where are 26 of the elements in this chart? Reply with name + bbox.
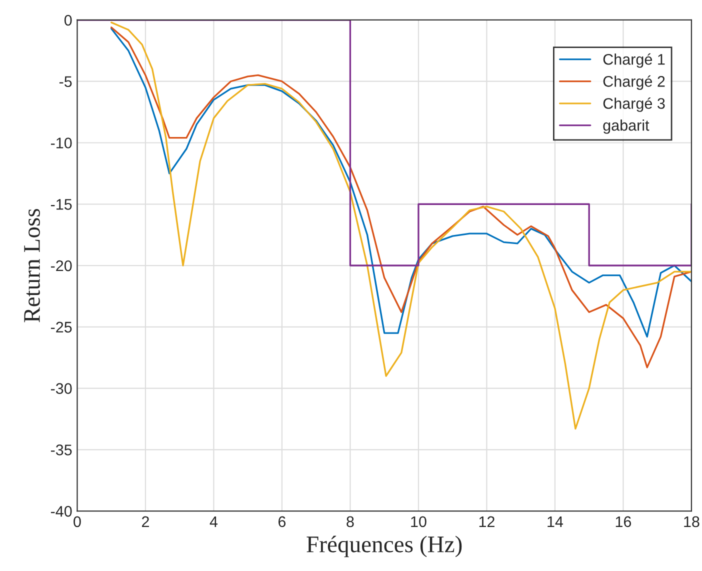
x-tick-label: 12	[479, 516, 494, 527]
x-tick-label: 14	[548, 516, 564, 527]
y-tick-label: -20	[50, 260, 72, 272]
y-tick-label: -5	[59, 76, 72, 88]
legend-label: gabarit	[603, 120, 650, 134]
x-tick-label: 8	[346, 516, 354, 528]
y-tick-label: -10	[50, 138, 72, 148]
x-tick-label: 18	[684, 516, 700, 528]
y-tick-label: -30	[50, 383, 72, 394]
x-tick-label: 10	[411, 516, 426, 528]
x-tick-label: 4	[210, 516, 218, 527]
x-tick-label: 16	[616, 516, 632, 528]
y-tick-label: 0	[64, 14, 72, 26]
x-axis-title: Fréquences (Hz)	[306, 536, 462, 558]
legend-label: Chargé 3	[603, 97, 665, 112]
y-axis-title: Return Loss	[24, 208, 40, 322]
x-tick-label: 6	[278, 516, 286, 528]
y-tick-label: -15	[50, 199, 72, 210]
x-tick-label: 2	[142, 516, 149, 527]
y-tick-label: -25	[50, 322, 72, 333]
legend-label: Chargé 2	[603, 75, 665, 90]
line-series	[110, 22, 692, 430]
y-tick-label: -40	[50, 506, 72, 517]
y-tick-label: -35	[50, 444, 72, 456]
x-tick-label: 0	[74, 516, 81, 528]
legend-label: Chargé 1	[603, 53, 665, 68]
